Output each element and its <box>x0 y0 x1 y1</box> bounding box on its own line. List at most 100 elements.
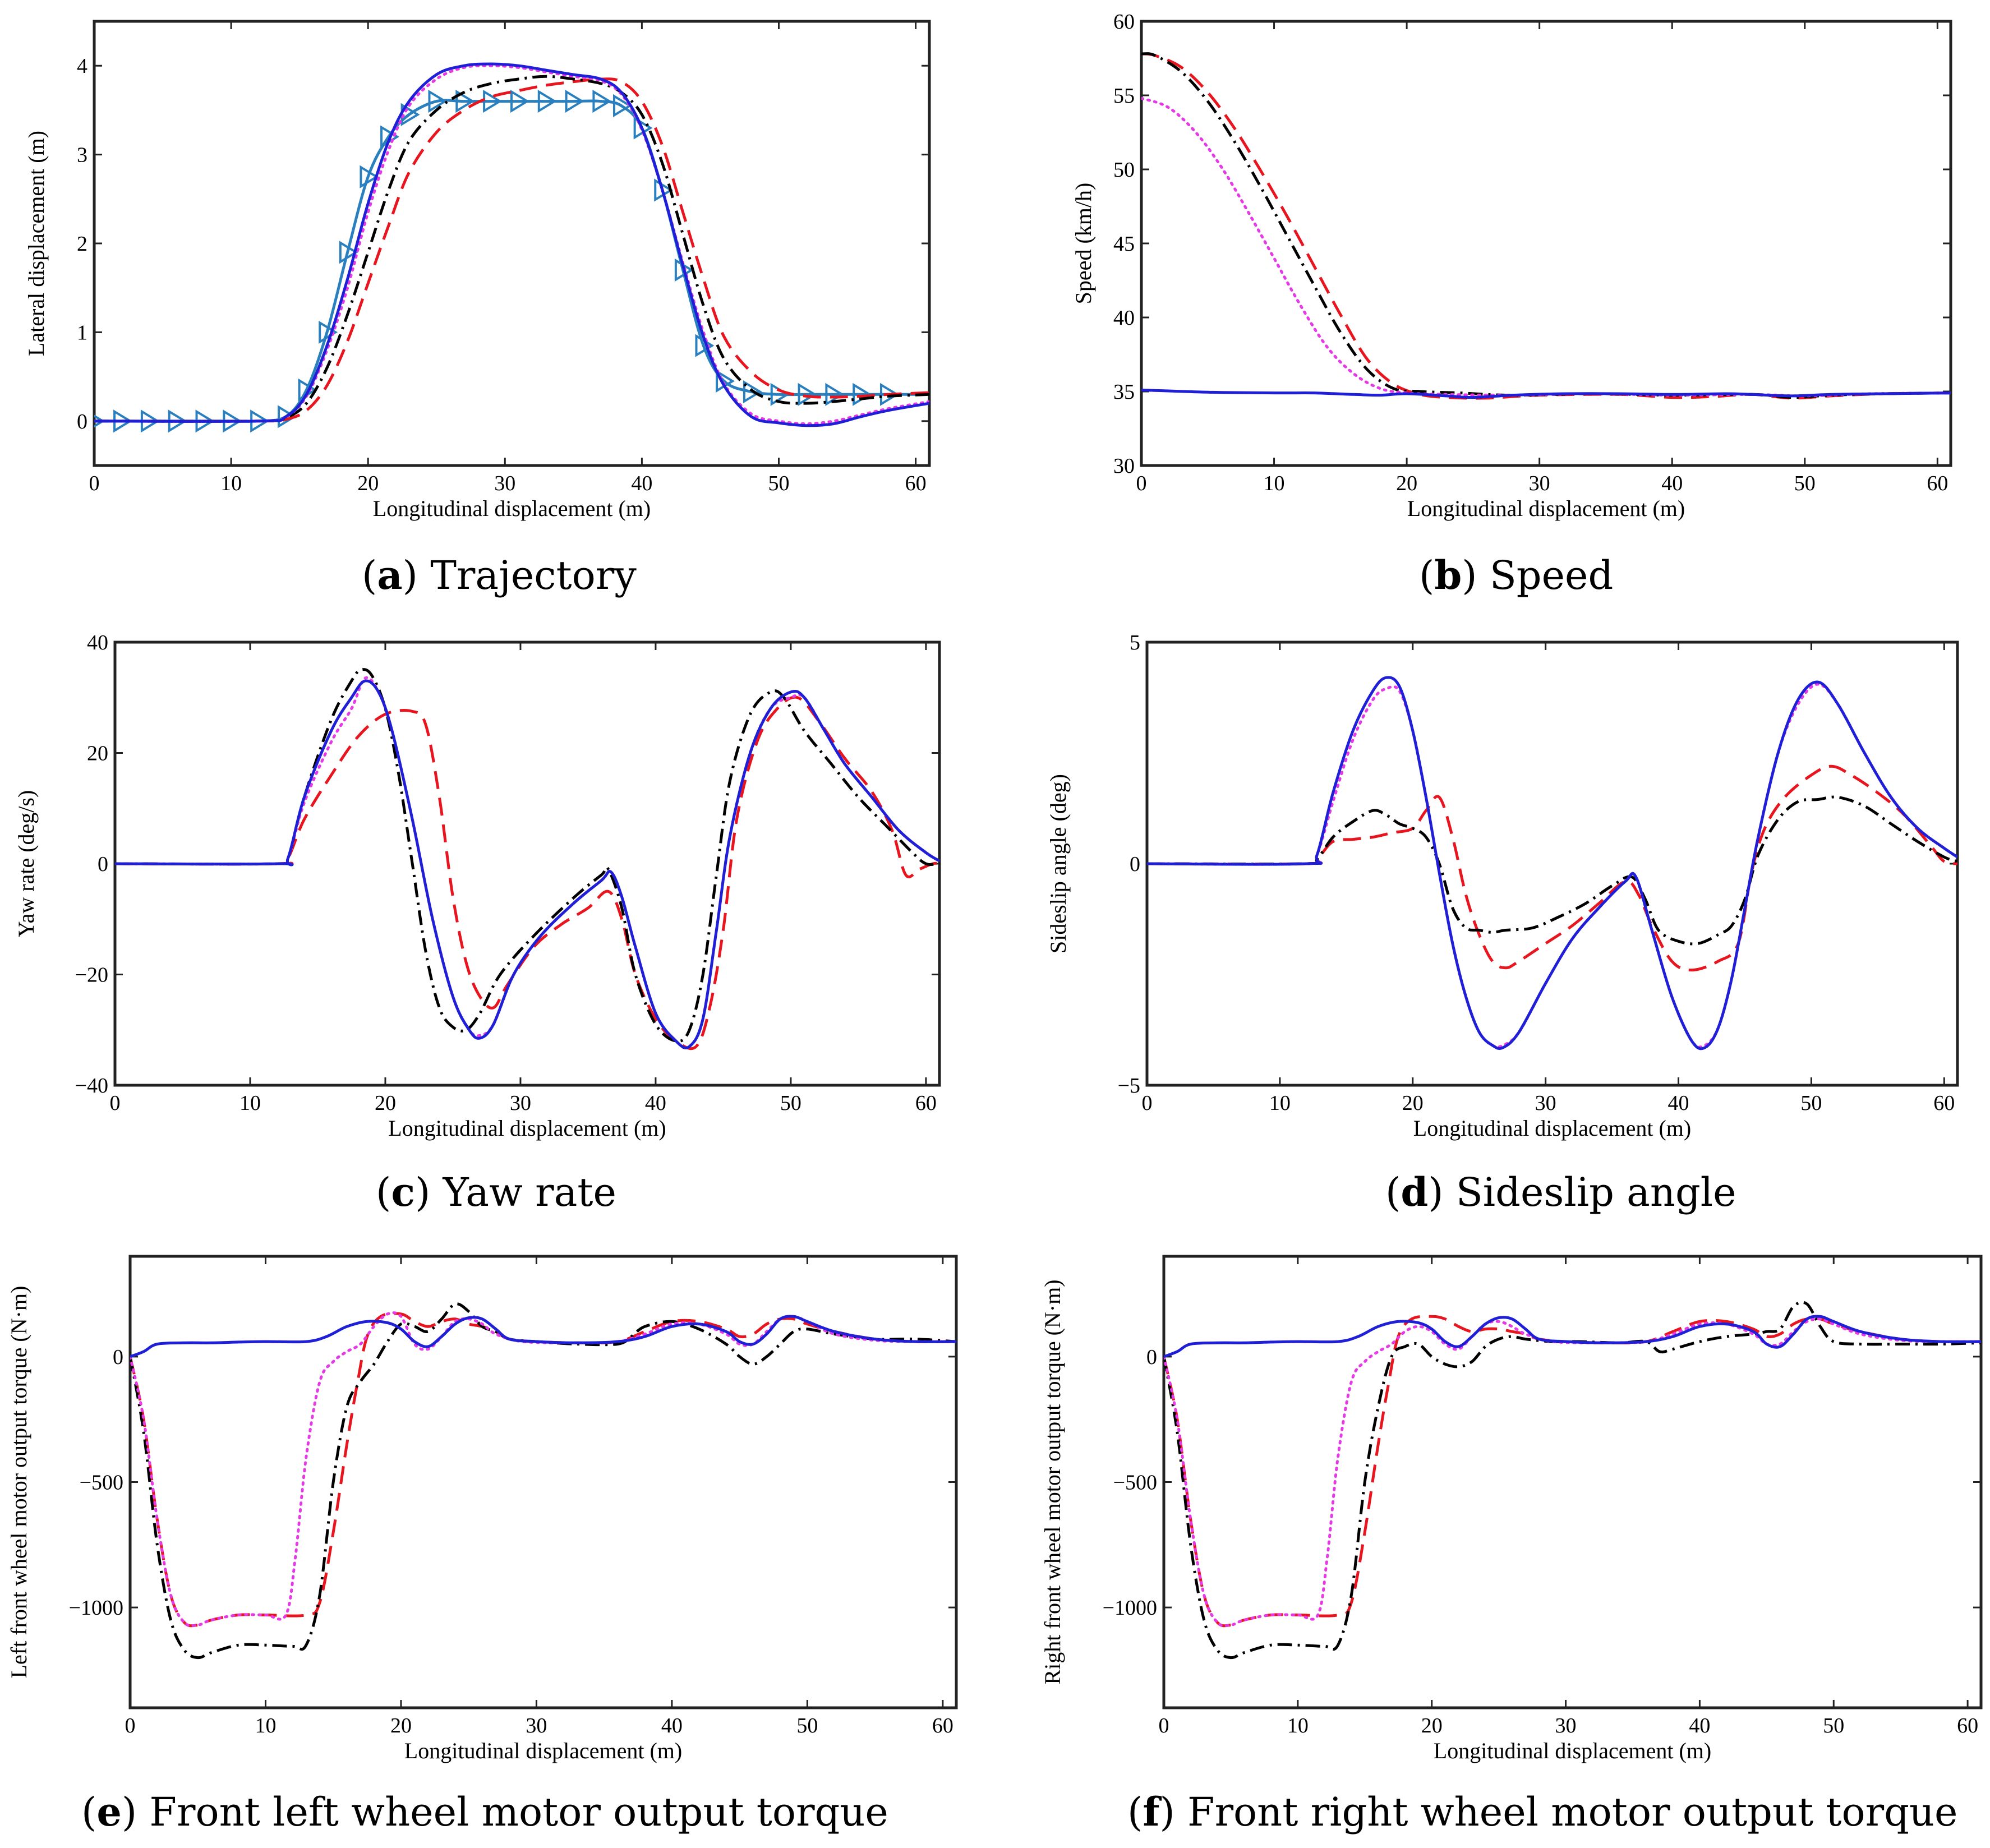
series-group <box>1141 52 1951 400</box>
reference-marker <box>277 405 297 428</box>
x-tick-label: 50 <box>796 1714 818 1738</box>
x-tick-label: 60 <box>1927 472 1948 495</box>
x-tick-label: 50 <box>1794 472 1816 495</box>
y-axis-label: Lateral displacement (m) <box>24 131 49 356</box>
y-tick-label: 3 <box>77 144 87 167</box>
series-line-proposed <box>130 1315 956 1358</box>
x-tick-label: 60 <box>1957 1714 1978 1738</box>
series-line-dashdot <box>1164 1301 1981 1660</box>
x-axis-label: Longitudinal displacement (m) <box>1434 1738 1711 1763</box>
y-tick-label: 0 <box>98 852 108 876</box>
y-axis-label: Sideslip angle (deg) <box>1045 774 1071 953</box>
x-tick-label: 20 <box>1421 1714 1443 1738</box>
reference-marker <box>428 90 448 113</box>
caption-front-left-torque: (e) Front left wheel motor output torque <box>81 1789 888 1835</box>
x-tick-label: 30 <box>510 1091 531 1115</box>
reference-marker <box>483 90 503 113</box>
reference-marker <box>319 320 338 344</box>
x-axis-label: Longitudinal displacement (m) <box>373 496 651 521</box>
series-group <box>94 62 929 433</box>
x-tick-label: 40 <box>1689 1714 1710 1738</box>
x-axis-label: Longitudinal displacement (m) <box>404 1738 682 1763</box>
panel-speed: 0 10 20 30 40 50 60 30 35 40 45 50 55 60 Longitudinal … <box>1071 10 1952 598</box>
panel-front-left-torque: 0 10 20 30 40 50 60 −1000 −500 0 Longitudinal disp… <box>6 1255 958 1835</box>
x-tick-label: 30 <box>1555 1714 1577 1738</box>
x-tick-label: 60 <box>905 472 927 495</box>
reference-marker <box>565 90 584 113</box>
reference-marker <box>825 382 845 406</box>
y-tick-label: 0 <box>1130 852 1140 876</box>
x-tick-label: 10 <box>1264 472 1285 495</box>
x-tick-label: 10 <box>1269 1091 1291 1115</box>
series-line-dashed <box>94 77 929 423</box>
reference-marker <box>510 90 529 113</box>
y-tick-label: −500 <box>1113 1471 1157 1495</box>
reference-marker <box>743 380 762 404</box>
x-tick-label: 10 <box>239 1091 261 1115</box>
x-tick-label: 50 <box>1800 1091 1822 1115</box>
y-axis-label: Left front wheel motor output torque (N·… <box>6 1286 31 1679</box>
series-line-proposed <box>1147 676 1957 1050</box>
y-tick-label: 0 <box>1146 1345 1157 1369</box>
x-tick-label: 30 <box>1535 1091 1556 1115</box>
x-tick-label: 20 <box>357 472 379 495</box>
caption-speed: (b) Speed <box>1419 552 1613 598</box>
reference-marker <box>880 382 899 406</box>
x-tick-label: 10 <box>220 472 242 495</box>
y-axis-label: Right front wheel motor output torque (N… <box>1040 1279 1065 1684</box>
y-tick-label: 55 <box>1113 84 1135 108</box>
y-axis-label: Speed (km/h) <box>1071 183 1096 305</box>
y-tick-label: −40 <box>75 1074 108 1098</box>
x-axis-label: Longitudinal displacement (m) <box>388 1116 666 1141</box>
y-tick-label: 4 <box>77 54 87 78</box>
x-tick-label: 50 <box>780 1091 801 1115</box>
series-group <box>1147 676 1957 1050</box>
y-tick-label: −20 <box>75 964 108 987</box>
series-line-dashed <box>1147 764 1957 972</box>
y-tick-label: 45 <box>1113 232 1135 256</box>
x-tick-label: 60 <box>932 1714 953 1738</box>
x-tick-label: 0 <box>125 1714 136 1738</box>
reference-marker <box>339 241 358 264</box>
series-line-dashdot <box>1147 795 1957 946</box>
x-tick-label: 20 <box>390 1714 412 1738</box>
series-line-proposed <box>1141 388 1951 399</box>
series-line-proposed <box>94 62 929 427</box>
x-tick-label: 0 <box>1136 472 1147 495</box>
series-group <box>130 1302 956 1660</box>
series-line-dotted <box>1164 1317 1981 1628</box>
x-tick-label: 40 <box>1661 472 1683 495</box>
y-tick-label: 40 <box>1113 306 1135 330</box>
y-axis-label: Yaw rate (deg/s) <box>13 790 39 938</box>
series-line-dotted <box>130 1311 956 1628</box>
y-tick-label: 0 <box>77 410 87 434</box>
series-line-dotted <box>1141 96 1951 398</box>
series-group <box>1164 1301 1981 1660</box>
series-line-dotted <box>94 64 929 426</box>
x-tick-label: 20 <box>1402 1091 1424 1115</box>
caption-sideslip-angle: (d) Sideslip angle <box>1385 1169 1736 1215</box>
x-tick-label: 40 <box>631 472 652 495</box>
x-tick-label: 30 <box>494 472 515 495</box>
reference-marker <box>798 382 817 406</box>
reference-marker <box>360 165 379 188</box>
x-tick-label: 10 <box>255 1714 276 1738</box>
x-tick-label: 10 <box>1287 1714 1309 1738</box>
x-tick-label: 40 <box>1668 1091 1689 1115</box>
reference-marker <box>455 90 475 113</box>
x-tick-label: 0 <box>1159 1714 1169 1738</box>
caption-front-right-torque: (f) Front right wheel motor output torqu… <box>1127 1789 1957 1835</box>
x-tick-label: 60 <box>1933 1091 1955 1115</box>
x-tick-label: 20 <box>1396 472 1417 495</box>
y-tick-label: 5 <box>1130 631 1140 655</box>
reference-marker <box>613 94 632 118</box>
y-tick-label: −1000 <box>69 1596 123 1620</box>
x-axis-label: Longitudinal displacement (m) <box>1407 496 1685 521</box>
reference-marker <box>592 90 612 113</box>
y-tick-label: 1 <box>77 321 87 344</box>
x-tick-label: 20 <box>375 1091 396 1115</box>
panel-front-right-torque: 0 10 20 30 40 50 60 −1000 −500 0 Longitudinal disp… <box>1040 1255 1983 1835</box>
